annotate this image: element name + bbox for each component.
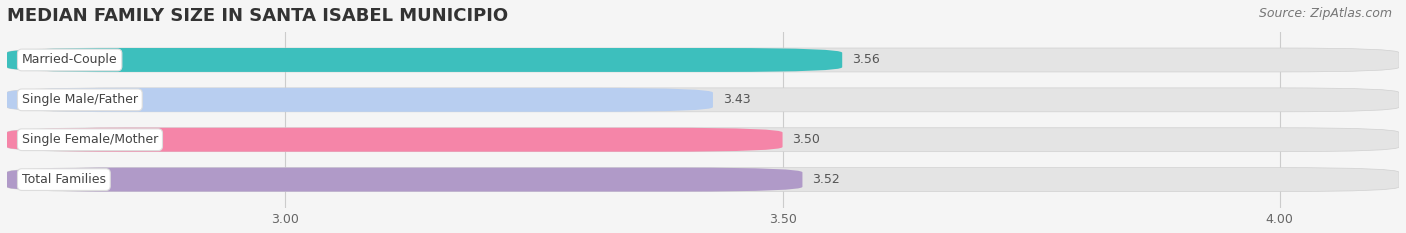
FancyBboxPatch shape xyxy=(7,88,1399,112)
Text: Single Male/Father: Single Male/Father xyxy=(22,93,138,106)
Text: 3.56: 3.56 xyxy=(852,53,880,66)
Text: Source: ZipAtlas.com: Source: ZipAtlas.com xyxy=(1258,7,1392,20)
Text: Married-Couple: Married-Couple xyxy=(22,53,118,66)
Text: 3.43: 3.43 xyxy=(723,93,751,106)
FancyBboxPatch shape xyxy=(7,128,1399,152)
Text: 3.52: 3.52 xyxy=(813,173,841,186)
Text: MEDIAN FAMILY SIZE IN SANTA ISABEL MUNICIPIO: MEDIAN FAMILY SIZE IN SANTA ISABEL MUNIC… xyxy=(7,7,508,25)
FancyBboxPatch shape xyxy=(7,48,1399,72)
FancyBboxPatch shape xyxy=(7,128,783,152)
FancyBboxPatch shape xyxy=(7,168,803,192)
FancyBboxPatch shape xyxy=(7,168,1399,192)
Text: Total Families: Total Families xyxy=(22,173,105,186)
FancyBboxPatch shape xyxy=(7,48,842,72)
Text: Single Female/Mother: Single Female/Mother xyxy=(22,133,157,146)
FancyBboxPatch shape xyxy=(7,88,713,112)
Text: 3.50: 3.50 xyxy=(793,133,820,146)
